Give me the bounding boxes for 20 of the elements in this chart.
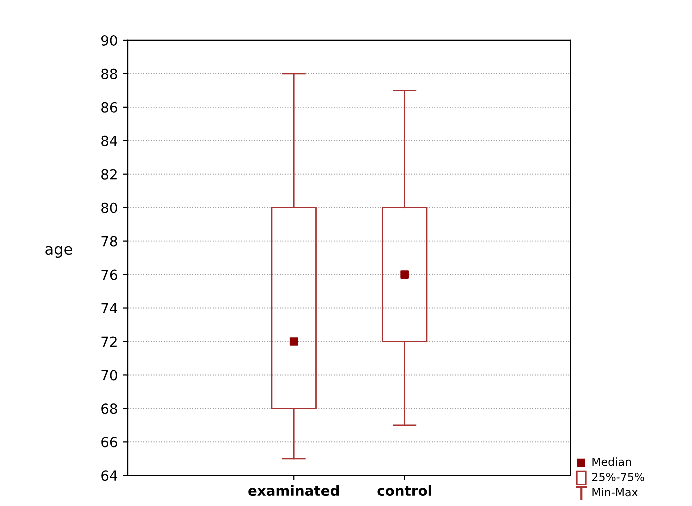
y-tick-label: 64 [102,470,118,482]
y-tick-label: 88 [102,68,118,80]
text: 25%-75% [592,472,644,482]
y-tick-label: 68 [102,404,118,414]
y-tick-label: 66 [102,437,118,448]
x-tick-label: control [378,485,432,496]
text: Median [592,458,632,466]
y-axis-title: age [46,246,72,258]
y-tick-label: 80 [102,202,118,214]
y-tick-label: 70 [102,370,118,381]
y-tick-label: 86 [102,102,118,113]
text: Min-Max [592,488,638,497]
y-tick-label: 78 [102,236,118,247]
y-tick-label: 82 [102,169,117,180]
y-tick-label: 76 [102,270,118,280]
x-tick-label: examinated [248,485,340,496]
y-tick-label: 90 [102,35,118,46]
y-tick-label: 74 [102,303,118,314]
y-tick-label: 72 [102,336,117,348]
y-tick-label: 84 [102,136,118,146]
